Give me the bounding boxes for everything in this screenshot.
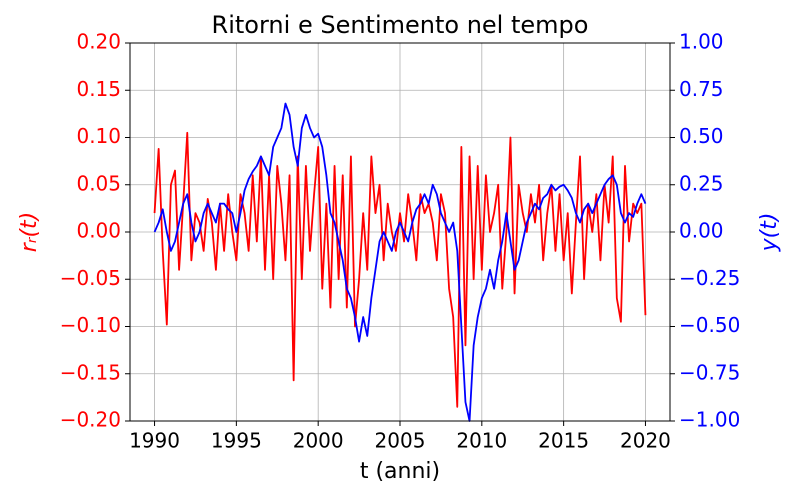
y2-tick-label: −0.50 [679,313,740,337]
x-tick-label: 1995 [211,429,262,453]
series-line [153,102,647,422]
x-tick-label: 2005 [375,429,426,453]
y-tick-label: 0.00 [76,219,121,243]
y-tick-label: 0.15 [76,77,121,101]
x-tick-label: 2000 [293,429,344,453]
series-line [153,131,647,408]
y-tick-label: 0.10 [76,124,121,148]
y-tick-label: 0.20 [76,30,121,54]
x-axis-label: t (anni) [360,459,440,484]
y-tick-label: 0.05 [76,171,121,195]
y-tick-label: −0.10 [60,313,121,337]
y2-tick-label: −0.25 [679,266,740,290]
y-axis-label: rᵣ(t) [17,212,42,253]
y2-tick-label: 1.00 [679,30,724,54]
x-tick-label: 1990 [129,429,180,453]
y2-tick-label: −1.00 [679,408,740,432]
x-tick-label: 2020 [620,429,671,453]
y2-tick-label: −0.75 [679,360,740,384]
y2-tick-label: 0.75 [679,77,724,101]
plot-frame [129,42,671,422]
y-tick-label: −0.20 [60,408,121,432]
chart-title: Ritorni e Sentimento nel tempo [212,11,589,39]
y2-tick-label: 0.00 [679,219,724,243]
x-tick-label: 2015 [538,429,589,453]
y2-tick-label: 0.50 [679,124,724,148]
y-tick-label: −0.15 [60,360,121,384]
y-tick-label: −0.05 [60,266,121,290]
x-tick-label: 2010 [456,429,507,453]
y2-tick-label: 0.25 [679,171,724,195]
y2-axis-label: y(t) [757,213,782,253]
